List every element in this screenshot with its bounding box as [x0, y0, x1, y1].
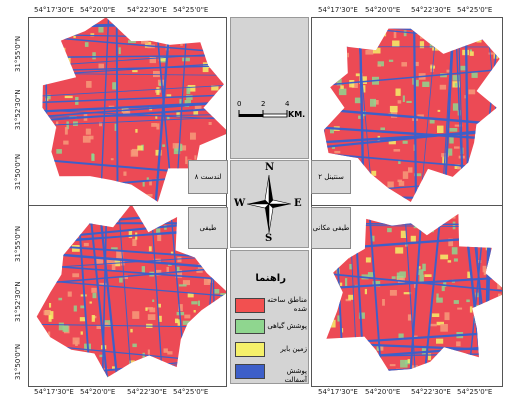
- classified-map-top-right: [323, 28, 500, 202]
- legend-label-vegetation: پوشش گیاهی: [267, 322, 307, 330]
- legend-swatch-urban: [235, 298, 265, 313]
- legend-label-asphalt: پوشش آسفالت: [284, 367, 308, 384]
- lon-bottom-right-2: 54°20'0"E: [365, 388, 401, 396]
- north-arrow-icon: [246, 174, 292, 234]
- scale-unit: KM.: [288, 110, 306, 119]
- lon-bottom-right-1: 54°17'30"E: [318, 388, 358, 396]
- lon-top-right-1: 54°17'30"E: [318, 6, 358, 14]
- lon-top-right-2: 54°20'0"E: [365, 6, 401, 14]
- classified-map-bottom-left: [36, 205, 228, 378]
- lon-bottom-left-2: 54°20'0"E: [80, 388, 116, 396]
- lat-bottom-2: 31°52'30"N: [14, 281, 22, 322]
- legend-swatch-bare: [235, 342, 265, 357]
- classified-map-bottom-right: [326, 213, 508, 371]
- legend-title: راهنما: [255, 273, 286, 284]
- scale-bar-box: 0 2 4 KM.: [230, 17, 309, 159]
- lon-top-right-3: 54°22'30"E: [411, 6, 451, 14]
- north-arrow-box: N S W E: [230, 160, 309, 248]
- legend-swatch-vegetation: [235, 319, 265, 334]
- label-landsat8: لندست ۸: [188, 160, 228, 194]
- classified-map-top-left: [42, 17, 228, 202]
- lat-top-1: 31°55'0"N: [14, 35, 22, 72]
- south-label: S: [265, 233, 273, 244]
- label-spectral-spatial: طیفی مکانی: [311, 207, 351, 249]
- label-spectral: طیفی: [188, 207, 228, 249]
- west-label: W: [234, 198, 246, 209]
- lon-top-left-3: 54°22'30"E: [127, 6, 167, 14]
- label-sentinel2: سنتینل ۲: [311, 160, 351, 194]
- map-panel-top-left: [28, 17, 228, 206]
- scale-tick-0: 0: [237, 100, 242, 108]
- lon-bottom-right-4: 54°25'0"E: [457, 388, 493, 396]
- lat-bottom-3: 31°50'0"N: [14, 343, 22, 380]
- scale-tick-2: 2: [261, 100, 266, 108]
- lon-bottom-left-4: 54°25'0"E: [173, 388, 209, 396]
- scale-tick-4: 4: [285, 100, 290, 108]
- lon-top-left-1: 54°17'30"E: [34, 6, 74, 14]
- legend-label-bare: زمین بایر: [280, 345, 307, 353]
- lon-bottom-left-3: 54°22'30"E: [127, 388, 167, 396]
- map-panel-bottom-right: [311, 205, 508, 387]
- lon-top-left-4: 54°25'0"E: [173, 6, 209, 14]
- lon-bottom-right-3: 54°22'30"E: [411, 388, 451, 396]
- lon-bottom-left-1: 54°17'30"E: [34, 388, 74, 396]
- lat-bottom-1: 31°55'0"N: [14, 225, 22, 262]
- lon-top-left-2: 54°20'0"E: [80, 6, 116, 14]
- scale-bar: [238, 110, 288, 118]
- north-label: N: [265, 162, 275, 173]
- east-label: E: [294, 198, 302, 209]
- legend-box: راهنما مناطق ساخته شده پوشش گیاهی زمین ب…: [230, 250, 309, 384]
- map-panel-bottom-left: [28, 205, 228, 387]
- lon-top-right-4: 54°25'0"E: [457, 6, 493, 14]
- lat-top-3: 31°50'0"N: [14, 153, 22, 190]
- lat-top-2: 31°52'30"N: [14, 89, 22, 130]
- legend-label-urban: مناطق ساخته شده: [267, 296, 307, 313]
- legend-swatch-asphalt: [235, 364, 265, 379]
